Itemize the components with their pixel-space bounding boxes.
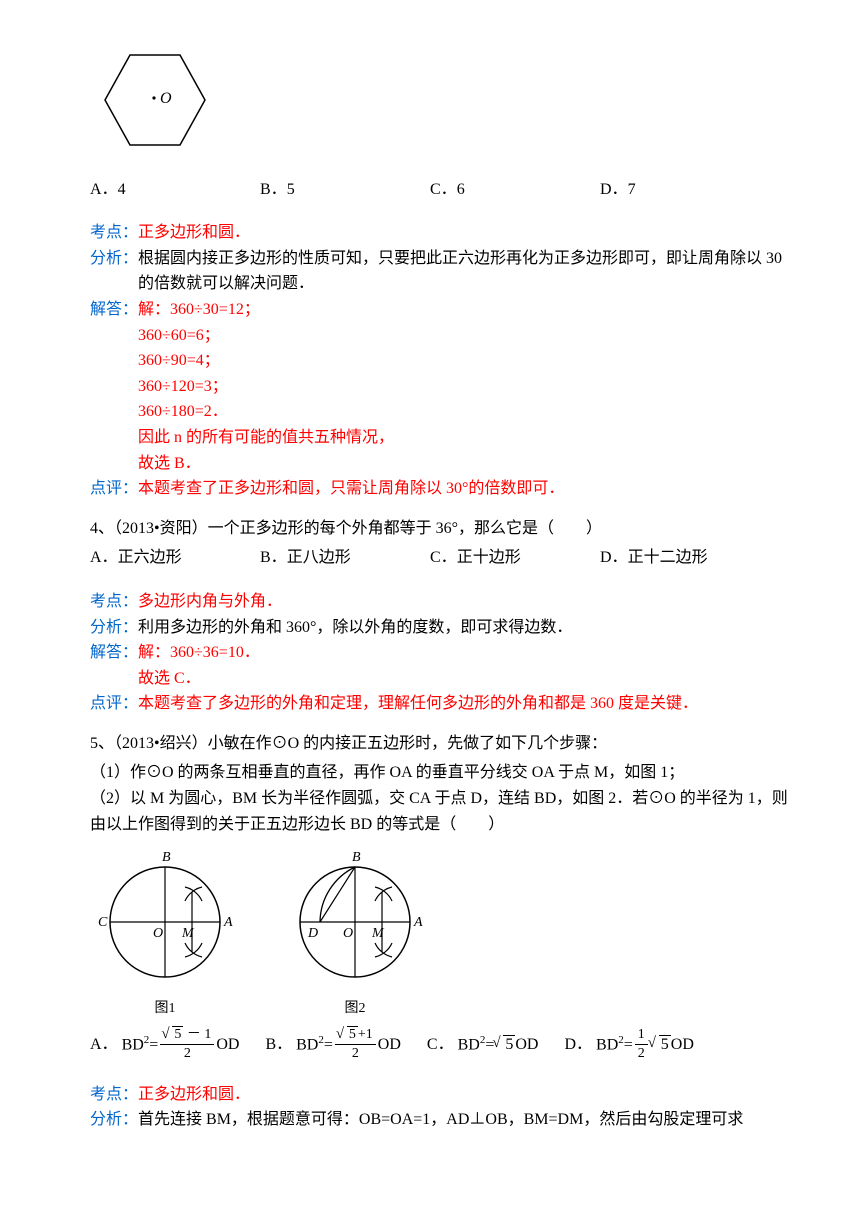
q3-option-b: B．5 [260, 177, 430, 203]
q5-option-c: C． BD2=5OD [427, 1032, 539, 1058]
q4-options: A．正六边形 B．正八边形 C．正十边形 D．正十二边形 [90, 545, 790, 571]
q4-jieda-line2: 故选 C． [90, 666, 790, 692]
q5-stem3: （2）以 M 为圆心，BM 长为半径作圆弧，交 CA 于点 D，连结 BD，如图… [90, 786, 790, 837]
q3-option-a: A．4 [90, 177, 260, 203]
q5-options: A． BD2= 5 － 1 2 OD B． BD2= 5+1 2 OD C． B… [90, 1026, 790, 1063]
svg-text:C: C [98, 915, 108, 930]
svg-text:M: M [371, 926, 385, 941]
jieda-label: 解答： [90, 301, 138, 318]
q5-figure-2: B D A O M 图2 [280, 847, 430, 1020]
svg-text:D: D [307, 926, 318, 941]
q3-jieda-lines: 360÷60=6； 360÷90=4； 360÷120=3； 360÷180=2… [90, 323, 790, 477]
fig2-caption: 图2 [280, 998, 430, 1020]
hexagon-figure: O [90, 40, 790, 169]
q5-kaodian: 考点：正多边形和圆． [90, 1082, 790, 1108]
svg-text:B: B [352, 850, 361, 865]
q4-kaodian: 考点：多边形内角与外角． [90, 589, 790, 615]
q5-option-a: A． BD2= 5 － 1 2 OD [90, 1026, 239, 1063]
hexagon-svg: O [90, 40, 220, 160]
q5-option-b: B． BD2= 5+1 2 OD [265, 1026, 400, 1063]
q5-fenxi: 分析：首先连接 BM，根据题意可得：OB=OA=1，AD⊥OB，BM=DM，然后… [90, 1107, 790, 1133]
q4-dianping: 点评：本题考查了多边形的外角和定理，理解任何多边形的外角和都是 360 度是关键… [90, 691, 790, 717]
fenxi-label: 分析： [90, 246, 138, 297]
q3-options: A．4 B．5 C．6 D．7 [90, 177, 790, 203]
q4-option-b: B．正八边形 [260, 545, 430, 571]
dianping-label: 点评： [90, 480, 138, 497]
q5-option-d: D． BD2= 1 2 5OD [564, 1026, 693, 1063]
q5-figures: B C A O M 图1 B D A [90, 847, 790, 1020]
page-content: O A．4 B．5 C．6 D．7 考点：正多边形和圆． 分析： 根据圆内接正多… [0, 0, 860, 1173]
fig1-caption: 图1 [90, 998, 240, 1020]
svg-text:A: A [413, 915, 423, 930]
q4-fenxi: 分析：利用多边形的外角和 360°，除以外角的度数，即可求得边数． [90, 615, 790, 641]
q3-option-d: D．7 [600, 177, 770, 203]
svg-text:M: M [181, 926, 195, 941]
q4-option-c: C．正十边形 [430, 545, 600, 571]
svg-text:O: O [153, 926, 163, 941]
q3-jieda: 解答：解：360÷30=12； [90, 297, 790, 323]
q4-option-d: D．正十二边形 [600, 545, 770, 571]
kaodian-label: 考点： [90, 224, 138, 241]
hexagon-center-label: O [160, 90, 172, 107]
q3-dianping: 点评：本题考查了正多边形和圆，只需让周角除以 30°的倍数即可． [90, 476, 790, 502]
svg-text:O: O [343, 926, 353, 941]
q3-fenxi: 分析： 根据圆内接正多边形的性质可知，只要把此正六边形再化为正多边形即可，即让周… [90, 246, 790, 297]
q5-stem2: （1）作⊙O 的两条互相垂直的直径，再作 OA 的垂直平分线交 OA 于点 M，… [90, 760, 790, 786]
q4-jieda: 解答：解：360÷36=10． [90, 640, 790, 666]
svg-text:B: B [162, 850, 171, 865]
q5-figure-1: B C A O M 图1 [90, 847, 240, 1020]
q4-option-a: A．正六边形 [90, 545, 260, 571]
q3-option-c: C．6 [430, 177, 600, 203]
q5-stem1: 5、（2013•绍兴）小敏在作⊙O 的内接正五边形时，先做了如下几个步骤： [90, 731, 790, 757]
q4-stem: 4、（2013•资阳）一个正多边形的每个外角都等于 36°，那么它是（ ） [90, 516, 790, 542]
svg-text:A: A [223, 915, 233, 930]
q3-kaodian: 考点：正多边形和圆． [90, 220, 790, 246]
